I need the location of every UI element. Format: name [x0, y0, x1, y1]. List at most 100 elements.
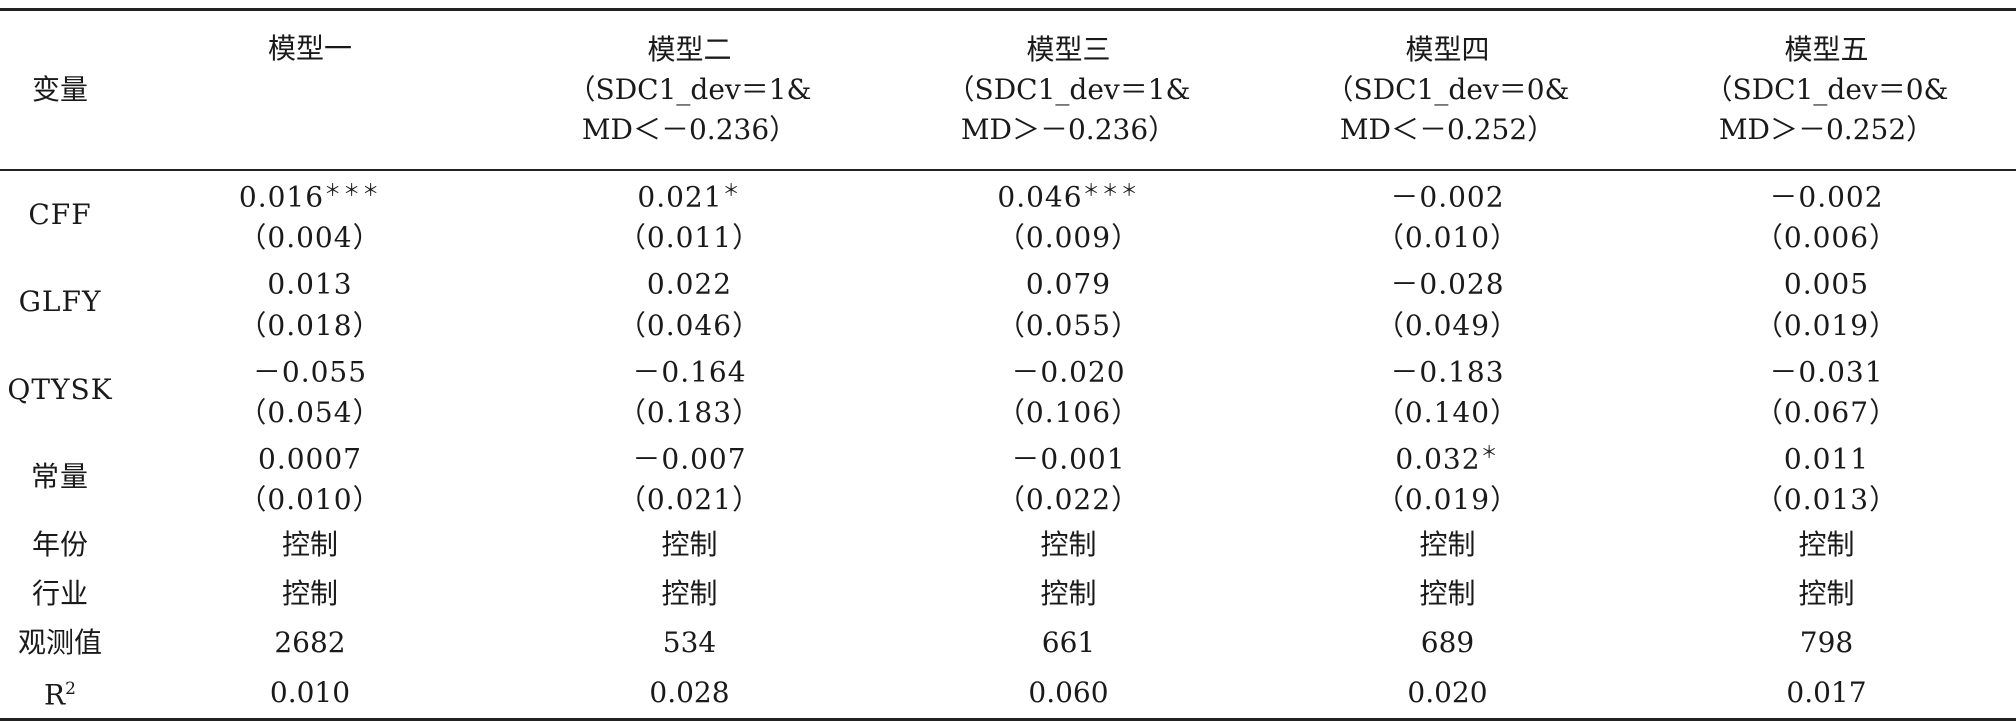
coef-cell: －0.031	[1637, 346, 2016, 392]
standard-error-cell: （0.009）	[996, 221, 1141, 255]
coef-value: －0.002	[1390, 180, 1505, 214]
standard-error-cell: （0.183）	[617, 395, 762, 429]
standard-error-cell: （0.011）	[617, 221, 762, 255]
standard-error-cell: （0.021）	[617, 483, 762, 517]
model-5-condition-line1: （SDC1_dev＝0&	[1704, 73, 1949, 106]
table-body: CFF 0.016＊＊＊ 0.021＊ 0.046＊＊＊ －0.002 －0.0…	[0, 170, 2016, 720]
coef-value: 0.011	[1783, 442, 1870, 476]
r-squared-symbol: R	[44, 678, 66, 712]
r-squared-cell: 0.028	[649, 675, 730, 709]
coef-cell: 0.079	[879, 258, 1258, 304]
coef-cell: 0.011	[1637, 433, 2016, 479]
coef-value: 0.005	[1783, 267, 1870, 301]
control-name-industry: 行业	[31, 577, 88, 611]
control-cell: 控制	[281, 577, 338, 611]
table-row: （0.018） （0.046） （0.055） （0.049） （0.019）	[0, 305, 2016, 346]
variable-name-constant: 常量	[30, 460, 89, 494]
standard-error-cell: （0.054）	[238, 395, 382, 429]
coef-value: 0.032	[1395, 442, 1481, 476]
control-cell: 控制	[661, 528, 718, 562]
standard-error-cell: （0.055）	[996, 308, 1141, 342]
standard-error-cell: （0.010）	[1375, 221, 1520, 255]
control-name-year: 年份	[31, 528, 88, 562]
standard-error-cell: （0.019）	[1754, 308, 1899, 342]
coef-cell: －0.164	[500, 346, 879, 392]
coef-value: 0.022	[646, 267, 733, 301]
coef-cell: 0.021＊	[500, 170, 879, 217]
model-3-header: 模型三 （SDC1_dev＝1& MD＞－0.236）	[879, 10, 1258, 171]
coef-cell: －0.001	[879, 433, 1258, 479]
coef-value: 0.0007	[258, 442, 362, 476]
variable-name-cff: CFF	[28, 198, 92, 232]
model-5-title: 模型五	[1784, 33, 1869, 66]
coef-value: 0.021	[637, 180, 723, 214]
r-squared-exponent: 2	[65, 679, 76, 700]
coef-value: 0.079	[1025, 267, 1112, 301]
coef-value: －0.183	[1390, 354, 1505, 388]
standard-error-cell: （0.006）	[1754, 221, 1899, 255]
standard-error-cell: （0.067）	[1754, 395, 1899, 429]
variable-name-qtysk: QTYSK	[7, 372, 113, 406]
table-row: GLFY 0.013 0.022 0.079 －0.028 0.005	[0, 258, 2016, 319]
coef-value: －0.164	[632, 354, 747, 388]
standard-error-cell: （0.106）	[996, 395, 1141, 429]
regression-table: 变量 模型一 模型二 （SDC1_dev＝1& MD＜－0.236） 模型三 （…	[0, 8, 2016, 721]
page: 变量 模型一 模型二 （SDC1_dev＝1& MD＜－0.236） 模型三 （…	[0, 9, 2016, 720]
standard-error-cell: （0.010）	[238, 483, 382, 517]
header-row: 变量 模型一 模型二 （SDC1_dev＝1& MD＜－0.236） 模型三 （…	[0, 9, 2016, 171]
coef-value: －0.007	[632, 442, 747, 476]
control-cell: 控制	[1419, 577, 1476, 611]
coef-cell: 0.046＊＊＊	[879, 170, 1258, 217]
significance-stars: ＊＊＊	[1082, 181, 1140, 201]
table-row: 行业 控制 控制 控制 控制 控制	[0, 569, 2016, 618]
variable-column-header: 变量	[31, 73, 88, 106]
coef-value: －0.031	[1769, 354, 1884, 388]
table-row: R2 0.010 0.028 0.060 0.020 0.017	[0, 667, 2016, 720]
standard-error-cell: （0.049）	[1375, 308, 1520, 342]
coef-cell: －0.007	[500, 433, 879, 479]
table-row: （0.010） （0.021） （0.022） （0.019） （0.013）	[0, 479, 2016, 520]
model-3-condition-line1: （SDC1_dev＝1&	[946, 73, 1191, 106]
observations-cell: 798	[1799, 626, 1854, 660]
model-3-condition-line2: MD＞－0.236）	[960, 113, 1177, 146]
control-cell: 控制	[281, 528, 338, 562]
control-cell: 控制	[1798, 577, 1855, 611]
coef-value: －0.020	[1011, 354, 1126, 388]
model-2-title: 模型二	[647, 33, 732, 66]
coef-cell: 0.005	[1637, 258, 2016, 304]
table-row: 常量 0.0007 －0.007 －0.001 0.032＊ 0.011	[0, 433, 2016, 493]
control-cell: 控制	[1798, 528, 1855, 562]
coef-cell: 0.016＊＊＊	[120, 170, 500, 217]
r-squared-label: R2	[0, 667, 120, 719]
model-5-condition-line2: MD＞－0.252）	[1718, 113, 1935, 146]
coef-cell: 0.013	[120, 258, 500, 304]
coef-value: －0.028	[1390, 267, 1505, 301]
coef-value: －0.055	[252, 354, 368, 388]
observations-cell: 534	[662, 626, 717, 660]
coef-cell: －0.028	[1258, 258, 1637, 304]
model-1-header: 模型一	[120, 10, 500, 171]
significance-stars: ＊＊＊	[324, 181, 382, 201]
model-4-condition-line1: （SDC1_dev＝0&	[1325, 73, 1570, 106]
model-2-condition-line1: （SDC1_dev＝1&	[567, 73, 812, 106]
model-4-header: 模型四 （SDC1_dev＝0& MD＜－0.252）	[1258, 10, 1637, 171]
control-cell: 控制	[1040, 577, 1097, 611]
standard-error-cell: （0.013）	[1754, 483, 1899, 517]
model-1-title: 模型一	[267, 32, 352, 65]
coef-value: －0.001	[1011, 442, 1126, 476]
observations-label: 观测值	[17, 626, 102, 660]
table-row: 观测值 2682 534 661 689 798	[0, 618, 2016, 667]
observations-cell: 2682	[274, 626, 346, 660]
coef-cell: －0.055	[120, 346, 500, 392]
coef-cell: 0.0007	[120, 433, 500, 479]
coef-cell: －0.020	[879, 346, 1258, 392]
standard-error-cell: （0.046）	[617, 308, 762, 342]
r-squared-cell: 0.060	[1028, 675, 1109, 709]
standard-error-cell: （0.140）	[1375, 395, 1520, 429]
standard-error-cell: （0.019）	[1375, 483, 1520, 517]
coef-cell: －0.002	[1258, 170, 1637, 217]
control-cell: 控制	[661, 577, 718, 611]
control-cell: 控制	[1040, 528, 1097, 562]
model-2-condition-line2: MD＜－0.236）	[581, 113, 798, 146]
model-2-header: 模型二 （SDC1_dev＝1& MD＜－0.236）	[500, 10, 879, 171]
